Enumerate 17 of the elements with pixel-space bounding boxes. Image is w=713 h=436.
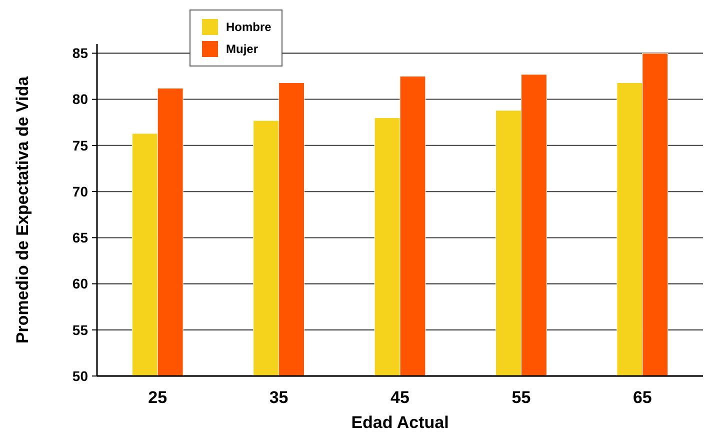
y-tick-label: 60 [72, 276, 88, 292]
y-axis-title: Promedio de Expectativa de Vida [13, 76, 32, 344]
y-tick-label: 50 [72, 368, 88, 384]
y-tick-label: 70 [72, 183, 88, 200]
x-tick-label: 35 [269, 388, 288, 407]
y-tick-label: 75 [72, 137, 88, 154]
y-tick-label: 80 [72, 91, 88, 108]
y-tick-label: 85 [72, 45, 88, 62]
legend-label: Hombre [226, 20, 272, 34]
y-tick-label: 65 [72, 230, 88, 246]
x-tick-label: 45 [390, 388, 410, 407]
x-tick-label: 25 [148, 388, 168, 407]
legend-label: Mujer [226, 42, 258, 56]
x-tick-label: 65 [632, 388, 652, 407]
y-tick-label: 55 [72, 322, 88, 338]
x-tick-label: 55 [512, 388, 531, 407]
x-axis-title: Edad Actual [351, 413, 449, 432]
